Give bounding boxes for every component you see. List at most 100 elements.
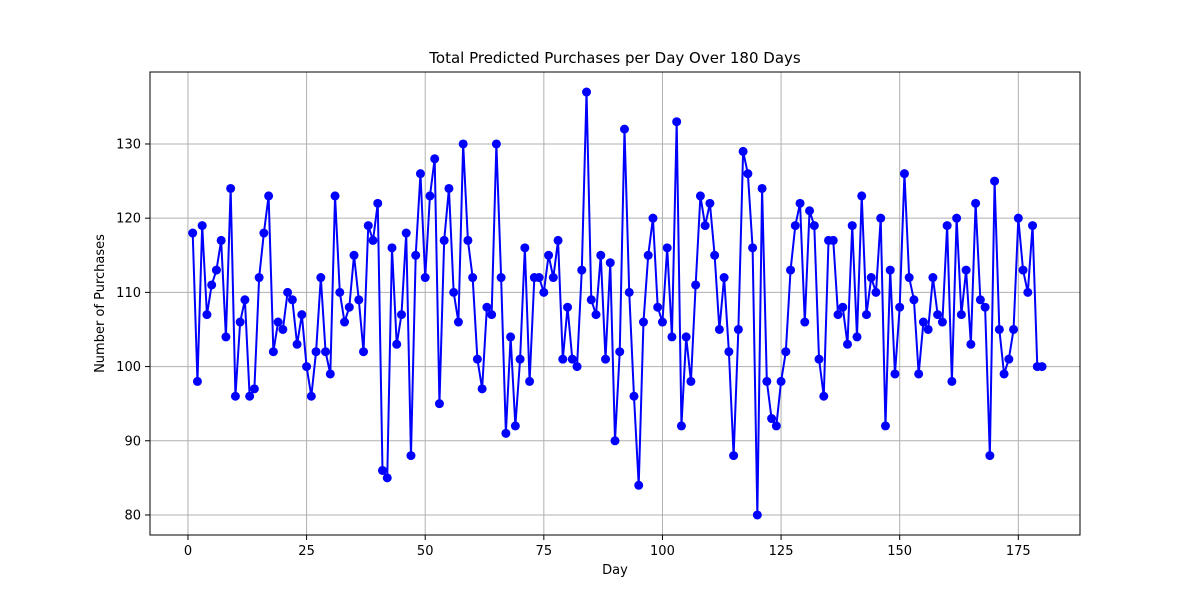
data-point — [795, 198, 805, 208]
data-point — [966, 339, 976, 349]
data-point — [729, 451, 739, 461]
data-point — [994, 324, 1004, 334]
data-point — [724, 347, 734, 357]
data-point — [605, 258, 615, 268]
data-point — [937, 317, 947, 327]
data-point — [197, 221, 207, 231]
data-point — [828, 235, 838, 245]
data-point — [805, 206, 815, 216]
data-point — [738, 146, 748, 156]
data-point — [349, 250, 359, 260]
data-point — [259, 228, 269, 238]
data-point — [610, 436, 620, 446]
data-point — [444, 183, 454, 193]
data-point — [990, 176, 1000, 186]
data-point — [387, 243, 397, 253]
data-point — [439, 235, 449, 245]
data-point — [188, 228, 198, 238]
data-point — [463, 235, 473, 245]
data-point — [733, 324, 743, 334]
x-tick-label: 75 — [536, 544, 553, 559]
data-point — [933, 310, 943, 320]
series-line — [191, 91, 1043, 516]
data-point — [852, 332, 862, 342]
data-point — [359, 347, 369, 357]
data-point — [449, 287, 459, 297]
x-tick-label: 125 — [769, 544, 794, 559]
data-point — [430, 154, 440, 164]
data-point — [714, 324, 724, 334]
chart-title: Total Predicted Purchases per Day Over 1… — [428, 49, 801, 67]
data-point — [662, 243, 672, 253]
data-point — [316, 273, 326, 283]
data-point — [586, 295, 596, 305]
data-point — [558, 354, 568, 364]
data-point — [396, 310, 406, 320]
x-tick-label: 25 — [298, 544, 315, 559]
data-point — [847, 221, 857, 231]
data-point — [928, 273, 938, 283]
data-point — [216, 235, 226, 245]
data-point — [748, 243, 758, 253]
data-point — [425, 191, 435, 201]
data-point — [885, 265, 895, 275]
data-point — [624, 287, 634, 297]
data-point — [643, 250, 653, 260]
data-point — [249, 384, 259, 394]
y-tick-label: 100 — [116, 360, 141, 375]
data-point — [240, 295, 250, 305]
data-point — [762, 376, 772, 386]
data-point — [809, 221, 819, 231]
data-point — [999, 369, 1009, 379]
y-tick-label: 110 — [116, 286, 141, 301]
data-point — [767, 414, 777, 424]
data-point — [1037, 362, 1047, 372]
data-point — [947, 376, 957, 386]
data-point — [330, 191, 340, 201]
x-tick-label: 0 — [184, 544, 192, 559]
data-point — [354, 295, 364, 305]
data-point — [325, 369, 335, 379]
data-point — [710, 250, 720, 260]
data-point — [302, 362, 312, 372]
data-point — [781, 347, 791, 357]
data-point — [321, 347, 331, 357]
data-point — [1004, 354, 1014, 364]
data-point — [235, 317, 245, 327]
data-point — [752, 510, 762, 520]
data-point — [515, 354, 525, 364]
data-point — [283, 287, 293, 297]
data-point — [615, 347, 625, 357]
data-point — [757, 183, 767, 193]
data-point — [378, 465, 387, 475]
data-point — [482, 302, 492, 312]
data-point — [453, 317, 463, 327]
data-point — [306, 391, 316, 401]
data-point — [695, 191, 705, 201]
data-point — [634, 480, 644, 490]
y-tick-label: 130 — [116, 137, 141, 152]
data-point — [672, 117, 682, 127]
data-point — [638, 317, 648, 327]
data-point — [776, 376, 786, 386]
data-point — [667, 332, 677, 342]
data-point — [923, 324, 933, 334]
data-point — [786, 265, 796, 275]
data-point — [676, 421, 686, 431]
data-point — [373, 198, 383, 208]
data-point — [340, 317, 350, 327]
data-point — [838, 302, 848, 312]
data-point — [344, 302, 354, 312]
data-point — [952, 213, 962, 223]
data-point — [477, 384, 487, 394]
data-point — [491, 139, 501, 149]
data-point — [406, 451, 416, 461]
data-point — [278, 324, 288, 334]
data-point — [496, 273, 506, 283]
data-point — [771, 421, 781, 431]
data-point — [857, 191, 867, 201]
data-point — [705, 198, 715, 208]
x-tick-label: 175 — [1006, 544, 1031, 559]
data-point — [861, 310, 871, 320]
